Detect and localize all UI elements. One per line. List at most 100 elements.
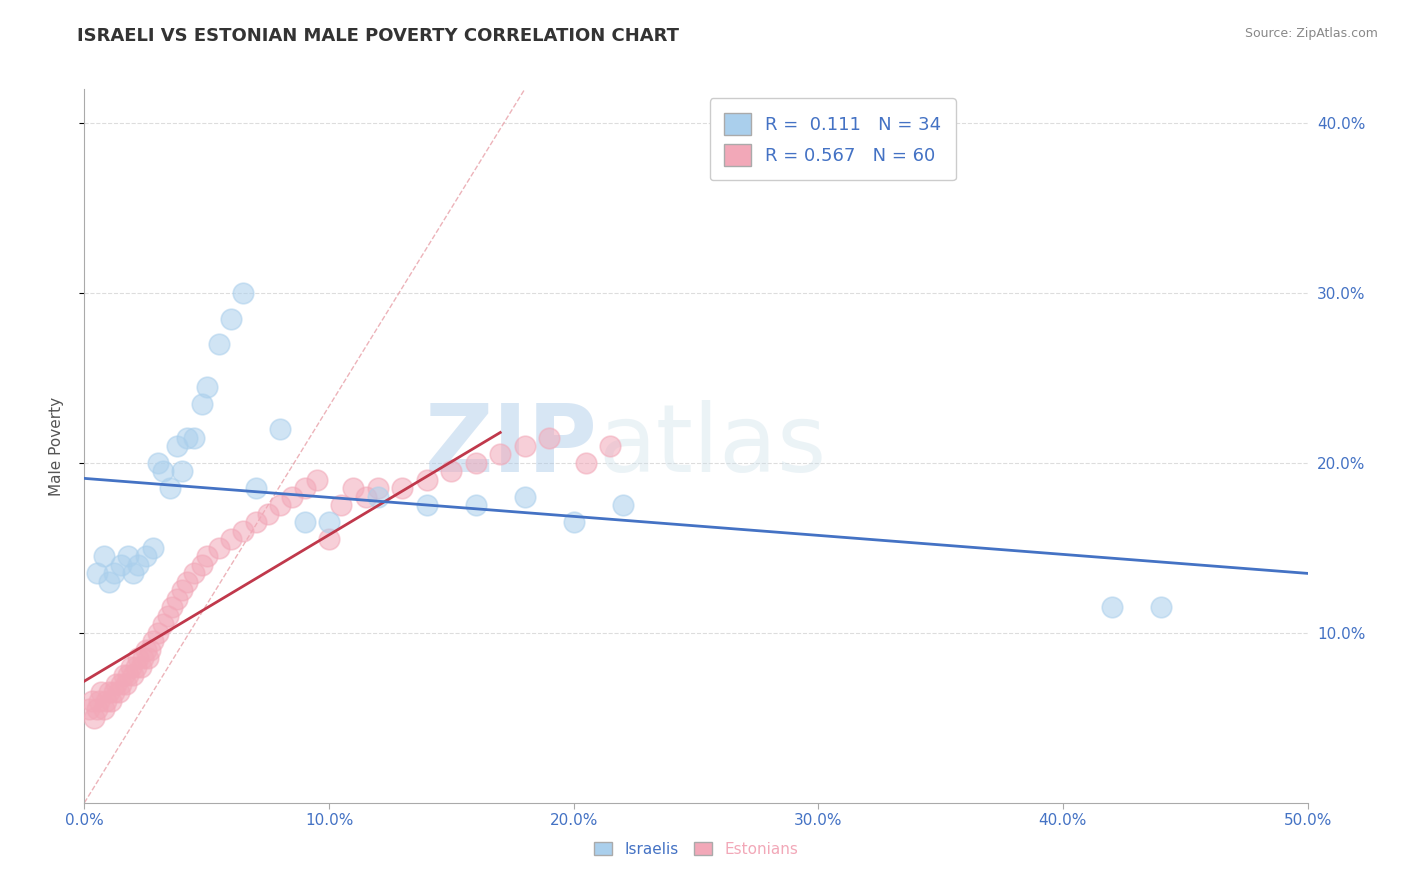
Point bbox=[136, 651, 159, 665]
Point bbox=[135, 549, 157, 564]
Point bbox=[562, 516, 585, 530]
Point bbox=[96, 694, 118, 708]
Point bbox=[120, 660, 142, 674]
Point bbox=[612, 499, 634, 513]
Point bbox=[115, 677, 138, 691]
Point bbox=[1101, 600, 1123, 615]
Point bbox=[152, 617, 174, 632]
Point bbox=[416, 499, 439, 513]
Point bbox=[125, 660, 148, 674]
Point bbox=[330, 499, 353, 513]
Text: atlas: atlas bbox=[598, 400, 827, 492]
Legend: Israelis, Estonians: Israelis, Estonians bbox=[588, 836, 804, 863]
Point bbox=[142, 634, 165, 648]
Point bbox=[162, 600, 184, 615]
Point bbox=[142, 541, 165, 555]
Point bbox=[195, 549, 218, 564]
Point bbox=[354, 490, 377, 504]
Point bbox=[342, 482, 364, 496]
Point bbox=[191, 396, 214, 410]
Point bbox=[245, 482, 267, 496]
Point bbox=[575, 456, 598, 470]
Point bbox=[122, 566, 145, 581]
Point bbox=[110, 558, 132, 572]
Point bbox=[100, 694, 122, 708]
Point bbox=[440, 465, 463, 479]
Point bbox=[257, 507, 280, 521]
Point bbox=[103, 566, 125, 581]
Point bbox=[219, 533, 242, 547]
Point bbox=[122, 668, 145, 682]
Point bbox=[127, 651, 149, 665]
Text: ZIP: ZIP bbox=[425, 400, 598, 492]
Point bbox=[97, 574, 120, 589]
Point bbox=[195, 379, 218, 393]
Point bbox=[281, 490, 304, 504]
Point bbox=[245, 516, 267, 530]
Point bbox=[318, 516, 340, 530]
Point bbox=[86, 702, 108, 716]
Point bbox=[232, 524, 254, 538]
Point bbox=[97, 685, 120, 699]
Point bbox=[159, 482, 181, 496]
Point bbox=[166, 591, 188, 606]
Point bbox=[107, 685, 129, 699]
Text: ISRAELI VS ESTONIAN MALE POVERTY CORRELATION CHART: ISRAELI VS ESTONIAN MALE POVERTY CORRELA… bbox=[77, 27, 679, 45]
Point bbox=[146, 456, 169, 470]
Point bbox=[294, 482, 316, 496]
Point bbox=[489, 448, 512, 462]
Point bbox=[103, 685, 125, 699]
Point bbox=[367, 482, 389, 496]
Point bbox=[127, 558, 149, 572]
Point bbox=[172, 465, 194, 479]
Point bbox=[117, 549, 139, 564]
Point bbox=[105, 677, 128, 691]
Point bbox=[538, 430, 561, 444]
Point bbox=[132, 651, 155, 665]
Point bbox=[176, 430, 198, 444]
Point bbox=[513, 439, 536, 453]
Point bbox=[87, 694, 110, 708]
Point bbox=[269, 499, 291, 513]
Point bbox=[318, 533, 340, 547]
Point bbox=[129, 660, 152, 674]
Point bbox=[176, 574, 198, 589]
Point bbox=[90, 685, 112, 699]
Point bbox=[156, 608, 179, 623]
Point bbox=[152, 465, 174, 479]
Point bbox=[183, 566, 205, 581]
Point bbox=[80, 694, 103, 708]
Point bbox=[83, 711, 105, 725]
Point bbox=[146, 626, 169, 640]
Point bbox=[599, 439, 621, 453]
Point bbox=[513, 490, 536, 504]
Point bbox=[135, 643, 157, 657]
Point bbox=[416, 473, 439, 487]
Point bbox=[86, 566, 108, 581]
Point bbox=[464, 499, 486, 513]
Point bbox=[77, 702, 100, 716]
Point bbox=[367, 490, 389, 504]
Point bbox=[464, 456, 486, 470]
Point bbox=[110, 677, 132, 691]
Point bbox=[305, 473, 328, 487]
Point bbox=[183, 430, 205, 444]
Point bbox=[219, 311, 242, 326]
Text: Source: ZipAtlas.com: Source: ZipAtlas.com bbox=[1244, 27, 1378, 40]
Point bbox=[117, 668, 139, 682]
Point bbox=[112, 668, 135, 682]
Point bbox=[93, 549, 115, 564]
Point bbox=[232, 286, 254, 301]
Point bbox=[391, 482, 413, 496]
Point bbox=[93, 702, 115, 716]
Point bbox=[172, 583, 194, 598]
Point bbox=[1150, 600, 1173, 615]
Point bbox=[269, 422, 291, 436]
Y-axis label: Male Poverty: Male Poverty bbox=[49, 396, 63, 496]
Point bbox=[191, 558, 214, 572]
Point bbox=[166, 439, 188, 453]
Point bbox=[294, 516, 316, 530]
Point bbox=[139, 643, 162, 657]
Point bbox=[208, 337, 231, 351]
Point bbox=[208, 541, 231, 555]
